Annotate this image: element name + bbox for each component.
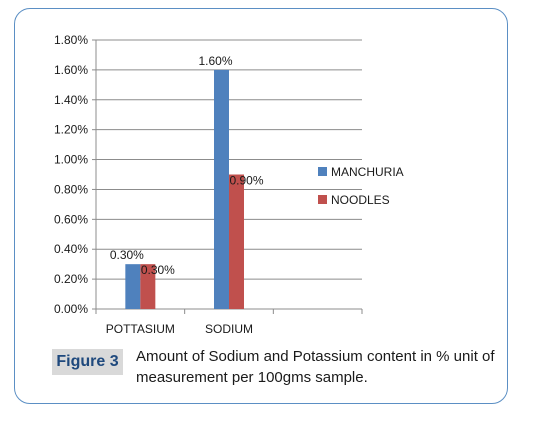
bar-manchuria-sodium (214, 69, 229, 309)
y-tick-label: 0.20% (54, 272, 88, 286)
data-label: 0.90% (229, 174, 263, 188)
legend: MANCHURIA NOODLES (318, 165, 404, 207)
data-label: 1.60% (198, 54, 232, 68)
y-tick-label: 1.20% (54, 123, 88, 137)
bar-noodles-sodium (229, 174, 244, 309)
legend-swatch-manchuria (318, 167, 327, 176)
y-tick-label: 0.00% (54, 302, 88, 316)
data-labels: 0.30%0.30% 1.60% 0.90% (110, 54, 264, 277)
bar-noodles-pottasium (140, 264, 156, 309)
y-tick-label: 1.00% (54, 153, 88, 167)
x-tick-label: POTTASIUM (106, 322, 175, 336)
x-tick-label: SODIUM (205, 322, 253, 336)
figure-label: Figure 3 (52, 349, 123, 375)
legend-label-noodles: NOODLES (331, 193, 390, 207)
axes: 0.00% 0.20% 0.40% 0.60% 0.80% 1.00% 1.20% 1.40%… (54, 33, 363, 336)
figure-caption-text: Amount of Sodium and Potassium content i… (136, 348, 495, 386)
bars (125, 69, 244, 309)
y-tick-label: 0.80% (54, 182, 88, 196)
data-label: 0.30% (141, 263, 175, 277)
figure-caption: Figure 3 Amount of Sodium and Potassium … (52, 346, 495, 392)
y-tick-label: 1.40% (54, 93, 88, 107)
y-tick-label: 1.80% (54, 33, 88, 47)
legend-label-manchuria: MANCHURIA (331, 165, 404, 179)
y-tick-label: 0.40% (54, 242, 88, 256)
bar-chart: 0.00% 0.20% 0.40% 0.60% 0.80% 1.00% 1.20% 1.40%… (54, 33, 404, 336)
data-label: 0.30% (110, 248, 144, 262)
y-tick-label: 1.60% (54, 63, 88, 77)
y-tick-label: 0.60% (54, 212, 88, 226)
bar-manchuria-pottasium (125, 264, 141, 309)
legend-swatch-noodles (318, 195, 327, 204)
